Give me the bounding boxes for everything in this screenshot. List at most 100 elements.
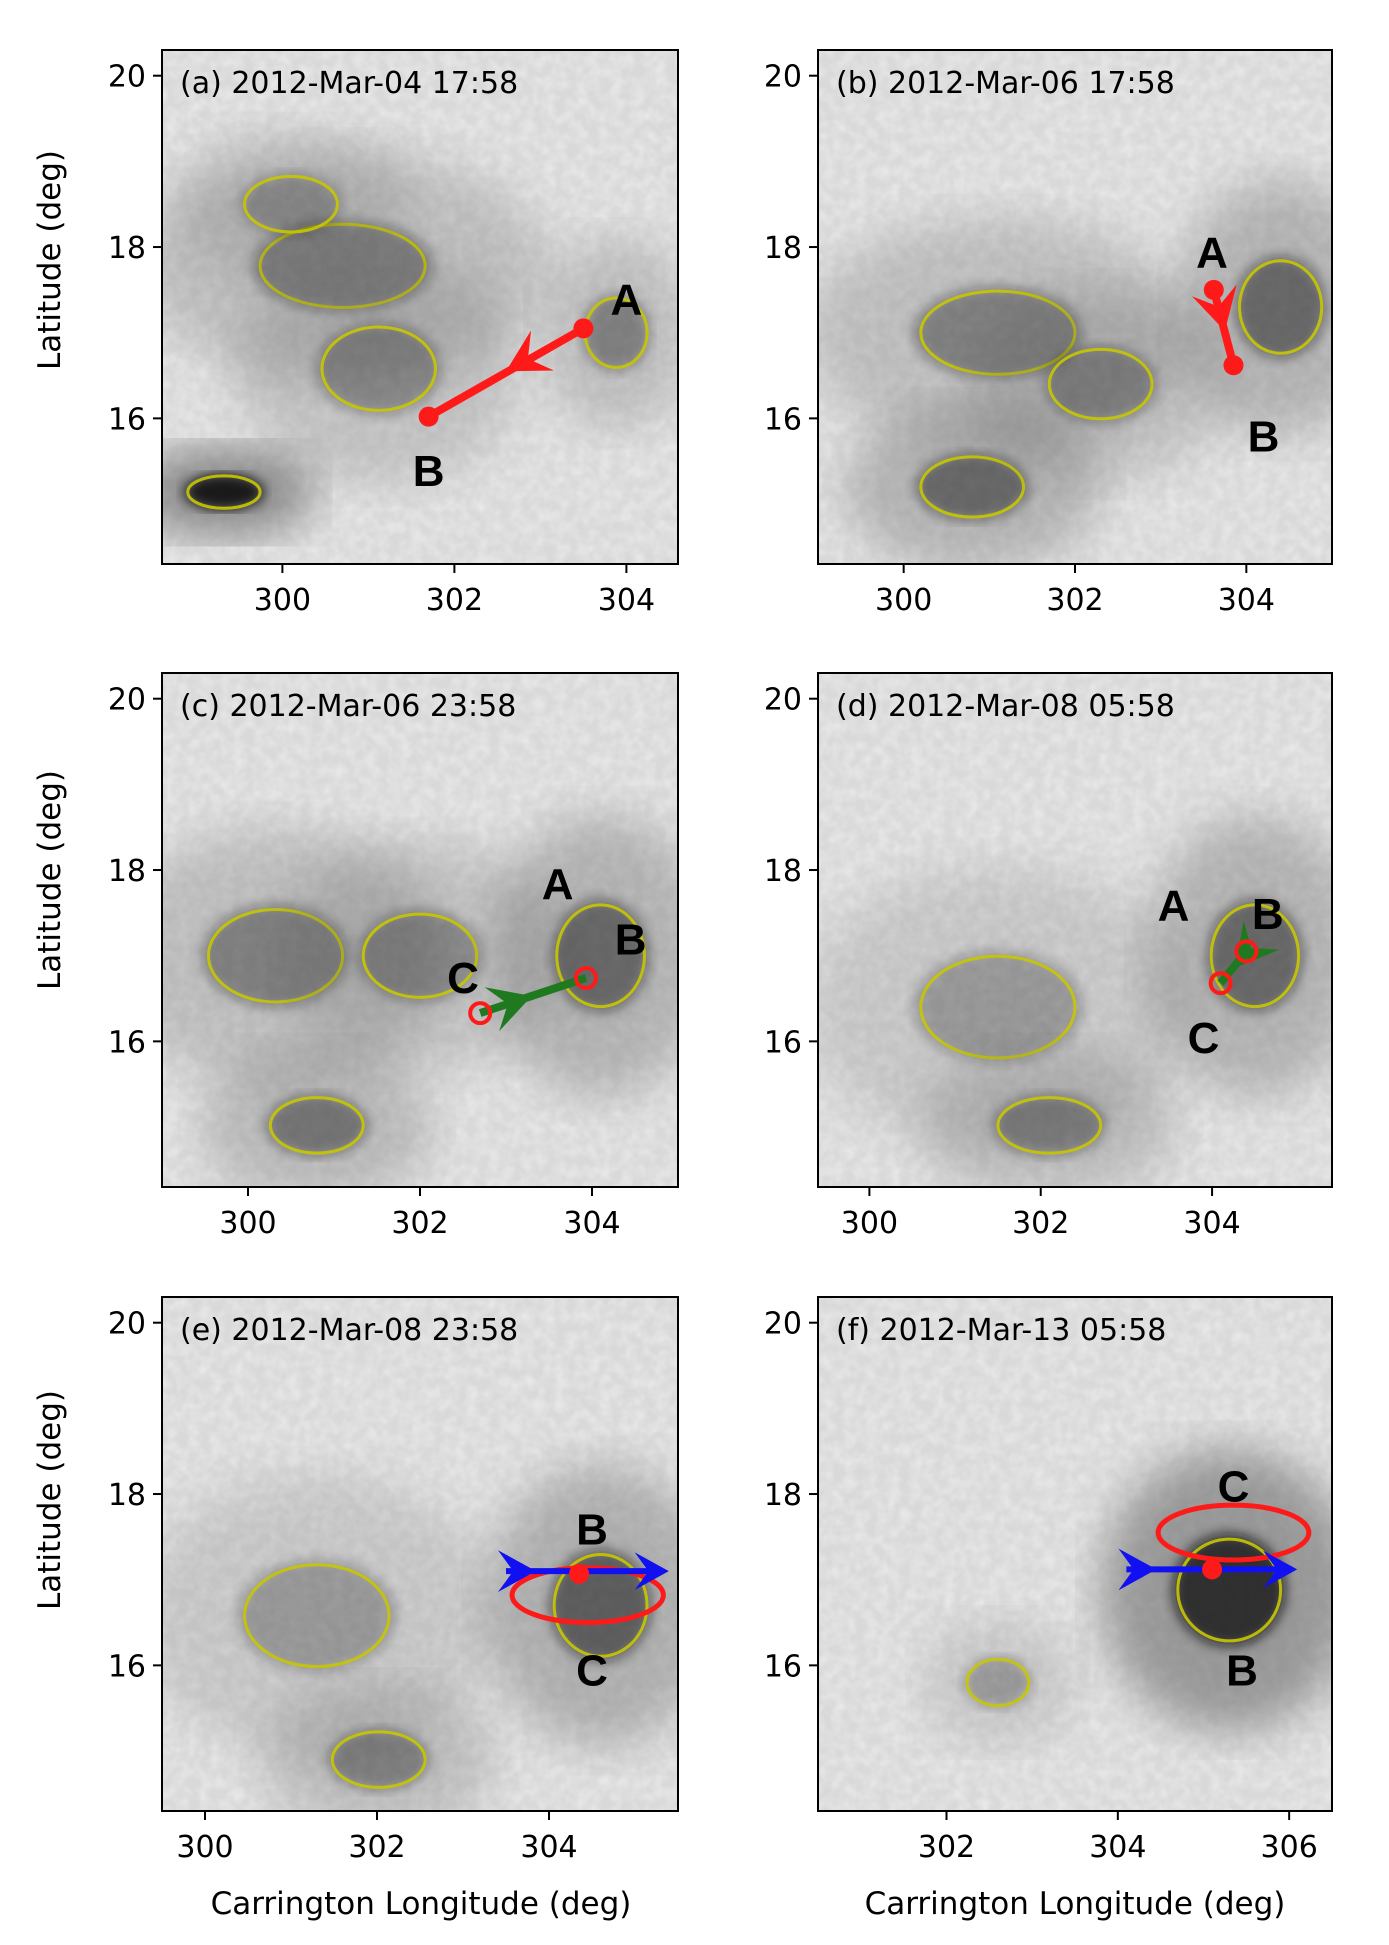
motion-arrowhead xyxy=(1191,284,1237,331)
x-tick-label: 302 xyxy=(426,583,483,618)
label-C: C xyxy=(576,1647,608,1696)
y-tick-label: 20 xyxy=(108,1307,146,1342)
rotation-arrowhead-left xyxy=(1118,1548,1157,1591)
panel-title-c: (c) 2012-Mar-06 23:58 xyxy=(180,689,516,724)
x-tick-label: 300 xyxy=(176,1830,233,1865)
motion-arrowhead xyxy=(506,330,554,372)
x-tick-label: 304 xyxy=(598,583,655,618)
sunspot-image-c xyxy=(162,673,678,1187)
point-C xyxy=(468,1001,493,1026)
axes-frame-e xyxy=(161,1296,679,1812)
rotation-arrowhead-right xyxy=(1263,1550,1298,1589)
region-ellipse xyxy=(1155,1502,1312,1563)
label-B: B xyxy=(1252,890,1284,939)
panel-a: 300 302 304 16 18 20 (a) 2012-Mar-04 17:58 A B xyxy=(108,49,679,618)
y-tick-label: 18 xyxy=(764,854,802,889)
panel-f: 302 304 306 16 18 20 (f) 2012-Mar-13 05:58 C B xyxy=(764,1296,1333,1865)
label-B: B xyxy=(413,447,445,496)
x-tick-label: 302 xyxy=(348,1830,405,1865)
panel-c: 300 302 304 16 18 20 (c) 2012-Mar-06 23:58 AB C xyxy=(108,672,679,1241)
sunspot-image-b xyxy=(818,50,1332,564)
axes-frame-d xyxy=(817,672,1333,1188)
y-tick-label: 20 xyxy=(764,1307,802,1342)
point-A xyxy=(1203,279,1224,300)
label-C: C xyxy=(447,954,479,1003)
label-C: C xyxy=(1218,1462,1250,1511)
label-B: B xyxy=(615,916,647,965)
y-tick-label: 16 xyxy=(108,1649,146,1684)
x-tick-label: 302 xyxy=(391,1206,448,1241)
panel-title-a: (a) 2012-Mar-04 17:58 xyxy=(180,66,518,101)
x-axis-label-left: Carrington Longitude (deg) xyxy=(211,1886,632,1922)
x-tick-label: 300 xyxy=(219,1206,276,1241)
x-tick-label: 300 xyxy=(841,1206,898,1241)
label-A: A xyxy=(1196,228,1228,277)
y-tick-label: 20 xyxy=(108,60,146,95)
x-tick-label: 304 xyxy=(1183,1206,1240,1241)
motion-line xyxy=(426,324,586,421)
y-tick-label: 16 xyxy=(108,402,146,437)
motion-arrowhead xyxy=(1235,920,1280,968)
label-B: B xyxy=(576,1505,608,1554)
panel-b: 300 302 304 16 18 20 (b) 2012-Mar-06 17:58 A B xyxy=(764,49,1333,618)
point-C xyxy=(1208,971,1233,996)
region-ellipse xyxy=(509,1565,666,1626)
point-B xyxy=(1234,939,1259,964)
label-A: A xyxy=(611,275,643,324)
y-tick-label: 18 xyxy=(108,1478,146,1513)
y-tick-label: 18 xyxy=(108,231,146,266)
panel-title-e: (e) 2012-Mar-08 23:58 xyxy=(180,1313,518,1348)
label-B: B xyxy=(1248,413,1280,462)
y-tick-label: 18 xyxy=(764,231,802,266)
x-tick-label: 306 xyxy=(1261,1830,1318,1865)
y-tick-label: 18 xyxy=(108,854,146,889)
sunspot-image-f xyxy=(818,1297,1332,1811)
label-C: C xyxy=(1188,1014,1220,1063)
point-B xyxy=(1223,355,1244,376)
x-tick-label: 302 xyxy=(918,1830,975,1865)
y-tick-label: 20 xyxy=(764,683,802,718)
x-tick-label: 304 xyxy=(1089,1830,1146,1865)
y-tick-label: 16 xyxy=(764,1025,802,1060)
x-tick-label: 304 xyxy=(563,1206,620,1241)
motion-line xyxy=(478,974,588,1017)
point-A xyxy=(573,318,594,339)
rotation-arrowhead-right xyxy=(634,1552,669,1590)
x-tick-label: 300 xyxy=(875,583,932,618)
panel-title-b: (b) 2012-Mar-06 17:58 xyxy=(836,66,1175,101)
label-A: A xyxy=(542,860,574,909)
point-B xyxy=(573,965,598,990)
label-B: B xyxy=(1226,1647,1258,1696)
sunspot-image-e xyxy=(162,1297,678,1811)
panel-d: 300 302 304 16 18 20 (d) 2012-Mar-08 05:58 A B C xyxy=(764,672,1333,1241)
y-axis-label-row1: Latitude (deg) xyxy=(32,150,68,370)
y-tick-label: 16 xyxy=(764,1649,802,1684)
sunspot-image-a xyxy=(162,50,678,564)
axes-frame-f xyxy=(817,1296,1333,1812)
x-tick-label: 302 xyxy=(1046,583,1103,618)
x-axis-label-right: Carrington Longitude (deg) xyxy=(865,1886,1286,1922)
sunspot-image-d xyxy=(818,673,1332,1187)
point-B xyxy=(418,406,439,427)
y-tick-label: 18 xyxy=(764,1478,802,1513)
y-tick-label: 20 xyxy=(108,683,146,718)
y-axis-label-row2: Latitude (deg) xyxy=(32,770,68,990)
y-tick-label: 16 xyxy=(108,1025,146,1060)
point-C xyxy=(1202,1559,1223,1580)
y-axis-label-row3: Latitude (deg) xyxy=(32,1390,68,1610)
axes-frame-a xyxy=(161,49,679,565)
x-tick-label: 300 xyxy=(254,583,311,618)
y-tick-label: 16 xyxy=(764,402,802,437)
panel-title-d: (d) 2012-Mar-08 05:58 xyxy=(836,689,1175,724)
point-B xyxy=(569,1563,590,1584)
label-A: A xyxy=(1158,881,1190,930)
x-tick-label: 304 xyxy=(520,1830,577,1865)
panel-e: 300 302 304 16 18 20 (e) 2012-Mar-08 23:58 B C xyxy=(108,1296,679,1865)
rotation-arrowhead-left xyxy=(498,1550,536,1593)
y-tick-label: 20 xyxy=(764,60,802,95)
x-tick-label: 304 xyxy=(1218,583,1275,618)
panel-title-f: (f) 2012-Mar-13 05:58 xyxy=(836,1313,1166,1348)
motion-arrowhead xyxy=(484,987,532,1032)
x-tick-label: 302 xyxy=(1012,1206,1069,1241)
